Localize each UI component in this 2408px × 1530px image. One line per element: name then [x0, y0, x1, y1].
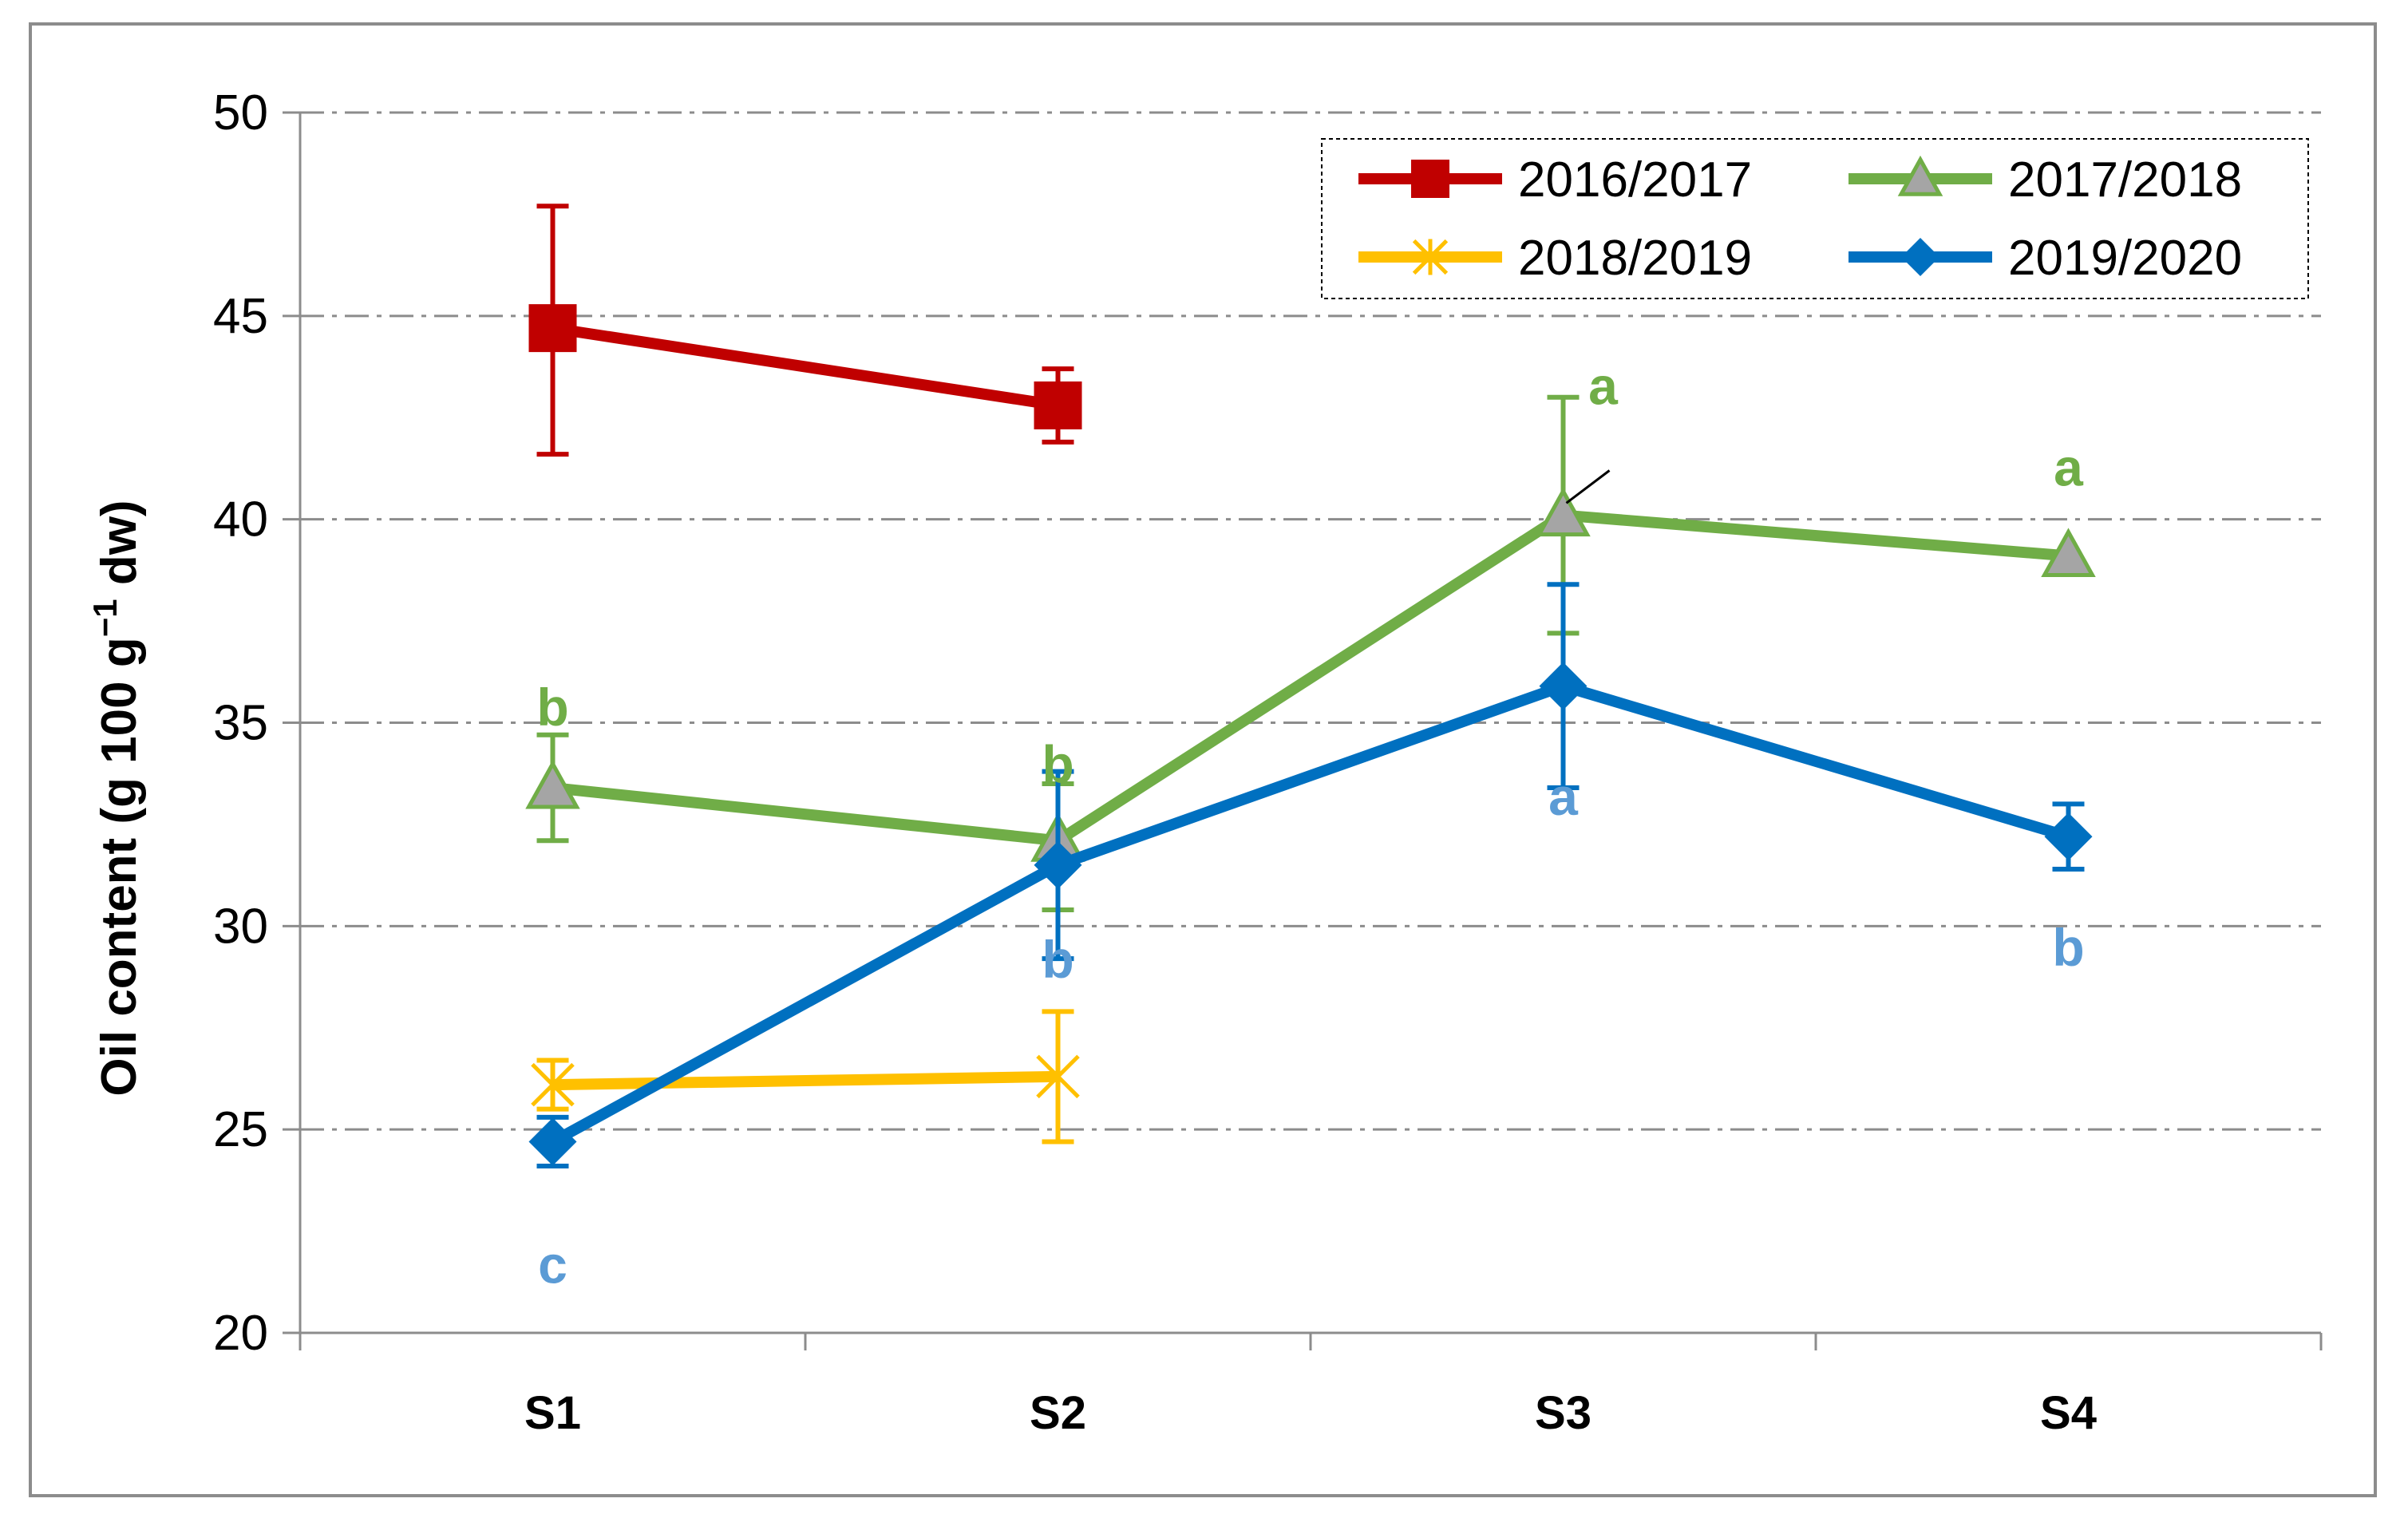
- series-2019-2020-point-S4: [2044, 812, 2093, 861]
- series-2018-2019-point-S2: [1036, 1054, 1080, 1099]
- legend-swatch-marker: [1901, 238, 1939, 276]
- legend-entry-2016-2017: 2016/2017: [1358, 152, 1752, 208]
- legend-box: [1321, 138, 2309, 299]
- legend-entry-2018-2019: 2018/2019: [1358, 231, 1752, 286]
- sig-letter-2019-2020-S4: b: [2052, 918, 2084, 977]
- legend-entry-2017-2018: 2017/2018: [1849, 152, 2242, 208]
- series-2017-2018: [525, 394, 2096, 912]
- legend-label: 2019/2020: [2008, 231, 2242, 286]
- gridlines: [300, 111, 2321, 1131]
- series-2018-2019-line: [552, 1070, 1058, 1091]
- sig-letter-2017-2018-S3: a: [1588, 356, 1619, 415]
- series-2016-2017-line: [552, 322, 1059, 411]
- y-tick-label-50: 50: [213, 85, 268, 140]
- x-tick-label-S4: S4: [2040, 1387, 2097, 1439]
- legend-label: 2017/2018: [2008, 152, 2242, 208]
- series-2017-2018-point-S4: [2041, 528, 2096, 578]
- legend-swatch-marker: [1897, 155, 1943, 196]
- x-tick-label-S3: S3: [1535, 1387, 1591, 1439]
- y-tick-label-45: 45: [213, 289, 268, 344]
- x-tick-label-S2: S2: [1030, 1387, 1086, 1439]
- series-2019-2020: [528, 582, 2093, 1169]
- legend-entry-2019-2020: 2019/2020: [1849, 231, 2242, 286]
- series-lines: [525, 204, 2096, 1169]
- series-2016-2017: [528, 204, 1082, 457]
- legend: 2016/2017 2017/2018 2018/2019 2019/2020: [1321, 138, 2309, 299]
- y-tick-label-35: 35: [213, 696, 268, 751]
- x-tick-label-S1: S1: [524, 1387, 581, 1439]
- series-2017-2018-point-S3: [1536, 487, 1591, 537]
- series-2018-2019-point-S1: [531, 1062, 575, 1108]
- series-2017-2018-line: [552, 509, 2070, 847]
- significance-letters: b b a a c b a b: [536, 356, 2084, 1294]
- series-2019-2020-point-S3: [1539, 662, 1588, 710]
- y-tick-label-20: 20: [213, 1306, 268, 1361]
- series-2016-2017-point-S1: [528, 304, 577, 353]
- y-axis-label: Oil content (g 100 g−1 dw): [86, 500, 147, 1096]
- legend-swatch-marker: [1411, 160, 1449, 198]
- sig-letter-2019-2020-S2: b: [1042, 930, 1074, 989]
- sig-letter-2017-2018-S4: a: [2054, 437, 2084, 496]
- axes: 20 25 30 35 40 45 50 S1 S2 S3 S4: [213, 85, 2323, 1439]
- sig-letter-2017-2018-S1: b: [536, 678, 568, 737]
- legend-swatch-marker: [1412, 239, 1449, 275]
- legend-label: 2018/2019: [1518, 231, 1752, 286]
- series-2019-2020-line: [550, 680, 2070, 1147]
- y-tick-label-30: 30: [213, 899, 268, 954]
- series-2017-2018-point-S1: [525, 759, 580, 809]
- series-2016-2017-point-S2: [1034, 381, 1082, 429]
- series-2019-2020-point-S1: [528, 1117, 577, 1166]
- sig-letter-2019-2020-S1: c: [538, 1235, 567, 1294]
- y-tick-label-25: 25: [213, 1102, 268, 1157]
- sig-letter-leader-line: [1565, 469, 1611, 504]
- y-tick-label-40: 40: [213, 492, 268, 548]
- series-2018-2019: [531, 1009, 1080, 1145]
- sig-letter-2017-2018-S2: b: [1042, 734, 1074, 793]
- legend-label: 2016/2017: [1518, 152, 1752, 208]
- sig-letter-2019-2020-S3: a: [1548, 767, 1579, 826]
- series-2019-2020-point-S2: [1034, 840, 1082, 889]
